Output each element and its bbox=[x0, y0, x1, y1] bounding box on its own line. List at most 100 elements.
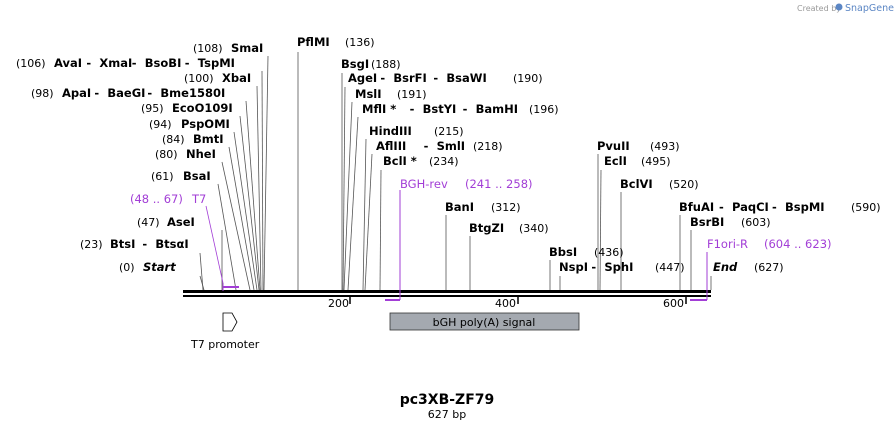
site-name[interactable]: BanI bbox=[445, 200, 474, 214]
site-label-group[interactable]: XbaI (100) bbox=[184, 71, 251, 85]
site-label-group[interactable]: NspI - SphI (447) bbox=[559, 260, 685, 274]
site-separator: - bbox=[433, 71, 438, 85]
site-name[interactable]: MflI * bbox=[362, 102, 396, 116]
site-label-group[interactable]: BfuAI - PaqCI - BspMI (590) bbox=[679, 200, 881, 214]
site-name[interactable]: PflMI bbox=[297, 35, 330, 49]
primer-label-group[interactable]: (48 .. 67) T7 bbox=[130, 192, 206, 206]
site-name[interactable]: EcoO109I bbox=[172, 101, 233, 115]
watermark-brand: SnapGene bbox=[845, 3, 894, 14]
site-label-group[interactable]: BsgI (188) bbox=[341, 57, 401, 71]
site-name[interactable]: Start bbox=[143, 260, 176, 274]
site-position: (95) bbox=[141, 102, 164, 115]
site-label-group[interactable]: PflMI (136) bbox=[297, 35, 375, 49]
primer-name: F1ori-R bbox=[707, 237, 748, 251]
site-name[interactable]: PspOMI bbox=[181, 117, 230, 131]
site-label-group[interactable]: End (627) bbox=[713, 260, 784, 274]
site-label-group[interactable]: NheI (80) bbox=[155, 147, 216, 161]
site-name[interactable]: BsrBI bbox=[690, 215, 724, 229]
site-name[interactable]: Bme1580I bbox=[160, 86, 225, 100]
site-name[interactable]: SphI bbox=[604, 260, 633, 274]
site-position: (340) bbox=[519, 222, 549, 235]
site-name[interactable]: AvaI bbox=[54, 56, 82, 70]
primer-f1ori-r[interactable] bbox=[690, 252, 708, 301]
site-label-group[interactable]: BtgZI (340) bbox=[469, 221, 549, 235]
site-label-group[interactable]: BclVI (520) bbox=[620, 177, 699, 191]
site-name[interactable]: BsaWI bbox=[446, 71, 486, 85]
site-name[interactable]: AseI bbox=[167, 215, 195, 229]
site-position: (190) bbox=[513, 72, 543, 85]
site-name[interactable]: BtsI bbox=[110, 237, 135, 251]
plasmid-name: pc3XB-ZF79 bbox=[400, 392, 495, 408]
site-label-group[interactable]: PspOMI (94) bbox=[149, 117, 230, 131]
primer-label-group[interactable]: BGH-rev (241 .. 258) bbox=[400, 177, 533, 191]
site-name[interactable]: XbaI bbox=[222, 71, 251, 85]
feature-t7-promoter[interactable]: T7 promoter bbox=[190, 312, 260, 351]
site-name[interactable]: BclI * bbox=[383, 154, 417, 168]
site-name[interactable]: BsoBI bbox=[145, 56, 182, 70]
site-name[interactable]: HindIII bbox=[369, 124, 412, 138]
site-label-group[interactable]: EclI (495) bbox=[604, 154, 671, 168]
site-label-group[interactable]: BsaI (61) bbox=[151, 169, 211, 183]
site-separator: - bbox=[142, 237, 147, 251]
site-name[interactable]: BfuAI bbox=[679, 200, 714, 214]
site-name[interactable]: TspMI bbox=[198, 56, 235, 70]
site-leader bbox=[343, 101, 353, 291]
site-name[interactable]: SmlI bbox=[437, 139, 466, 153]
primer-bgh-rev[interactable] bbox=[385, 190, 401, 301]
site-label-group[interactable]: BclI * (234) bbox=[383, 154, 459, 168]
site-name[interactable]: BsgI bbox=[341, 57, 369, 71]
site-position: (495) bbox=[641, 155, 671, 168]
site-name[interactable]: BtsαI bbox=[155, 237, 188, 251]
site-name[interactable]: BaeGI bbox=[107, 86, 145, 100]
site-label-group[interactable]: MslI (191) bbox=[355, 87, 427, 101]
site-name[interactable]: NheI bbox=[186, 147, 216, 161]
site-position: (47) bbox=[137, 216, 160, 229]
site-name[interactable]: AflIII bbox=[376, 139, 406, 153]
site-name[interactable]: BstYI bbox=[423, 102, 457, 116]
feature-bgh-polya[interactable]: bGH poly(A) signal bbox=[389, 312, 580, 331]
site-name[interactable]: BtgZI bbox=[469, 221, 504, 235]
site-name[interactable]: SmaI bbox=[231, 41, 263, 55]
site-name[interactable]: MslI bbox=[355, 87, 382, 101]
site-name[interactable]: BamHI bbox=[476, 102, 518, 116]
site-name[interactable]: ApaI bbox=[62, 86, 91, 100]
site-label-group[interactable]: BsrBI (603) bbox=[690, 215, 771, 229]
site-name[interactable]: BspMI bbox=[785, 200, 825, 214]
site-label-group[interactable]: HindIII (215) bbox=[369, 124, 464, 138]
site-position: (94) bbox=[149, 118, 172, 131]
site-label-group[interactable]: BmtI (84) bbox=[162, 132, 224, 146]
site-name[interactable]: PvuII bbox=[597, 139, 630, 153]
site-position: (520) bbox=[669, 178, 699, 191]
site-name[interactable]: BbsI bbox=[549, 245, 577, 259]
promoter-arrow-icon bbox=[222, 312, 238, 332]
site-label-group[interactable]: BbsI (436) bbox=[549, 245, 624, 259]
primer-t7[interactable] bbox=[205, 205, 239, 291]
site-label-group[interactable]: AflIII - SmlI (218) bbox=[376, 139, 503, 153]
feature-label-t7-promoter: T7 promoter bbox=[190, 338, 260, 351]
site-name[interactable]: BsaI bbox=[183, 169, 211, 183]
site-label-group[interactable]: BanI (312) bbox=[445, 200, 521, 214]
site-name[interactable]: BmtI bbox=[193, 132, 224, 146]
site-label-group[interactable]: ApaI - BaeGI - Bme1580I (98) bbox=[31, 86, 225, 100]
site-label-group[interactable]: SmaI (108) bbox=[193, 41, 263, 55]
site-label-group[interactable]: AseI (47) bbox=[137, 215, 195, 229]
site-label-group[interactable]: EcoO109I (95) bbox=[141, 101, 233, 115]
site-name[interactable]: End bbox=[713, 260, 738, 274]
site-label-group[interactable]: AvaI - XmaI - BsoBI - TspMI (106) bbox=[16, 56, 235, 70]
site-label-group[interactable]: AgeI - BsrFI - BsaWI (190) bbox=[348, 71, 543, 85]
site-name[interactable]: EclI bbox=[604, 154, 627, 168]
site-name[interactable]: BsrFI bbox=[393, 71, 426, 85]
site-label-group[interactable]: MflI * - BstYI - BamHI (196) bbox=[362, 102, 559, 116]
site-separator: - bbox=[410, 102, 415, 116]
site-position: (108) bbox=[193, 42, 223, 55]
site-name[interactable]: XmaI bbox=[99, 56, 132, 70]
primer-label-group[interactable]: F1ori-R (604 .. 623) bbox=[707, 237, 832, 251]
site-label-group[interactable]: PvuII (493) bbox=[597, 139, 680, 153]
site-label-group[interactable]: Start (0) bbox=[119, 260, 176, 274]
site-name[interactable]: PaqCI bbox=[732, 200, 769, 214]
site-name[interactable]: AgeI bbox=[348, 71, 377, 85]
site-leader bbox=[261, 70, 264, 291]
site-label-group[interactable]: BtsI - BtsαI (23) bbox=[80, 237, 189, 251]
site-name[interactable]: BclVI bbox=[620, 177, 653, 191]
site-name[interactable]: NspI bbox=[559, 260, 588, 274]
